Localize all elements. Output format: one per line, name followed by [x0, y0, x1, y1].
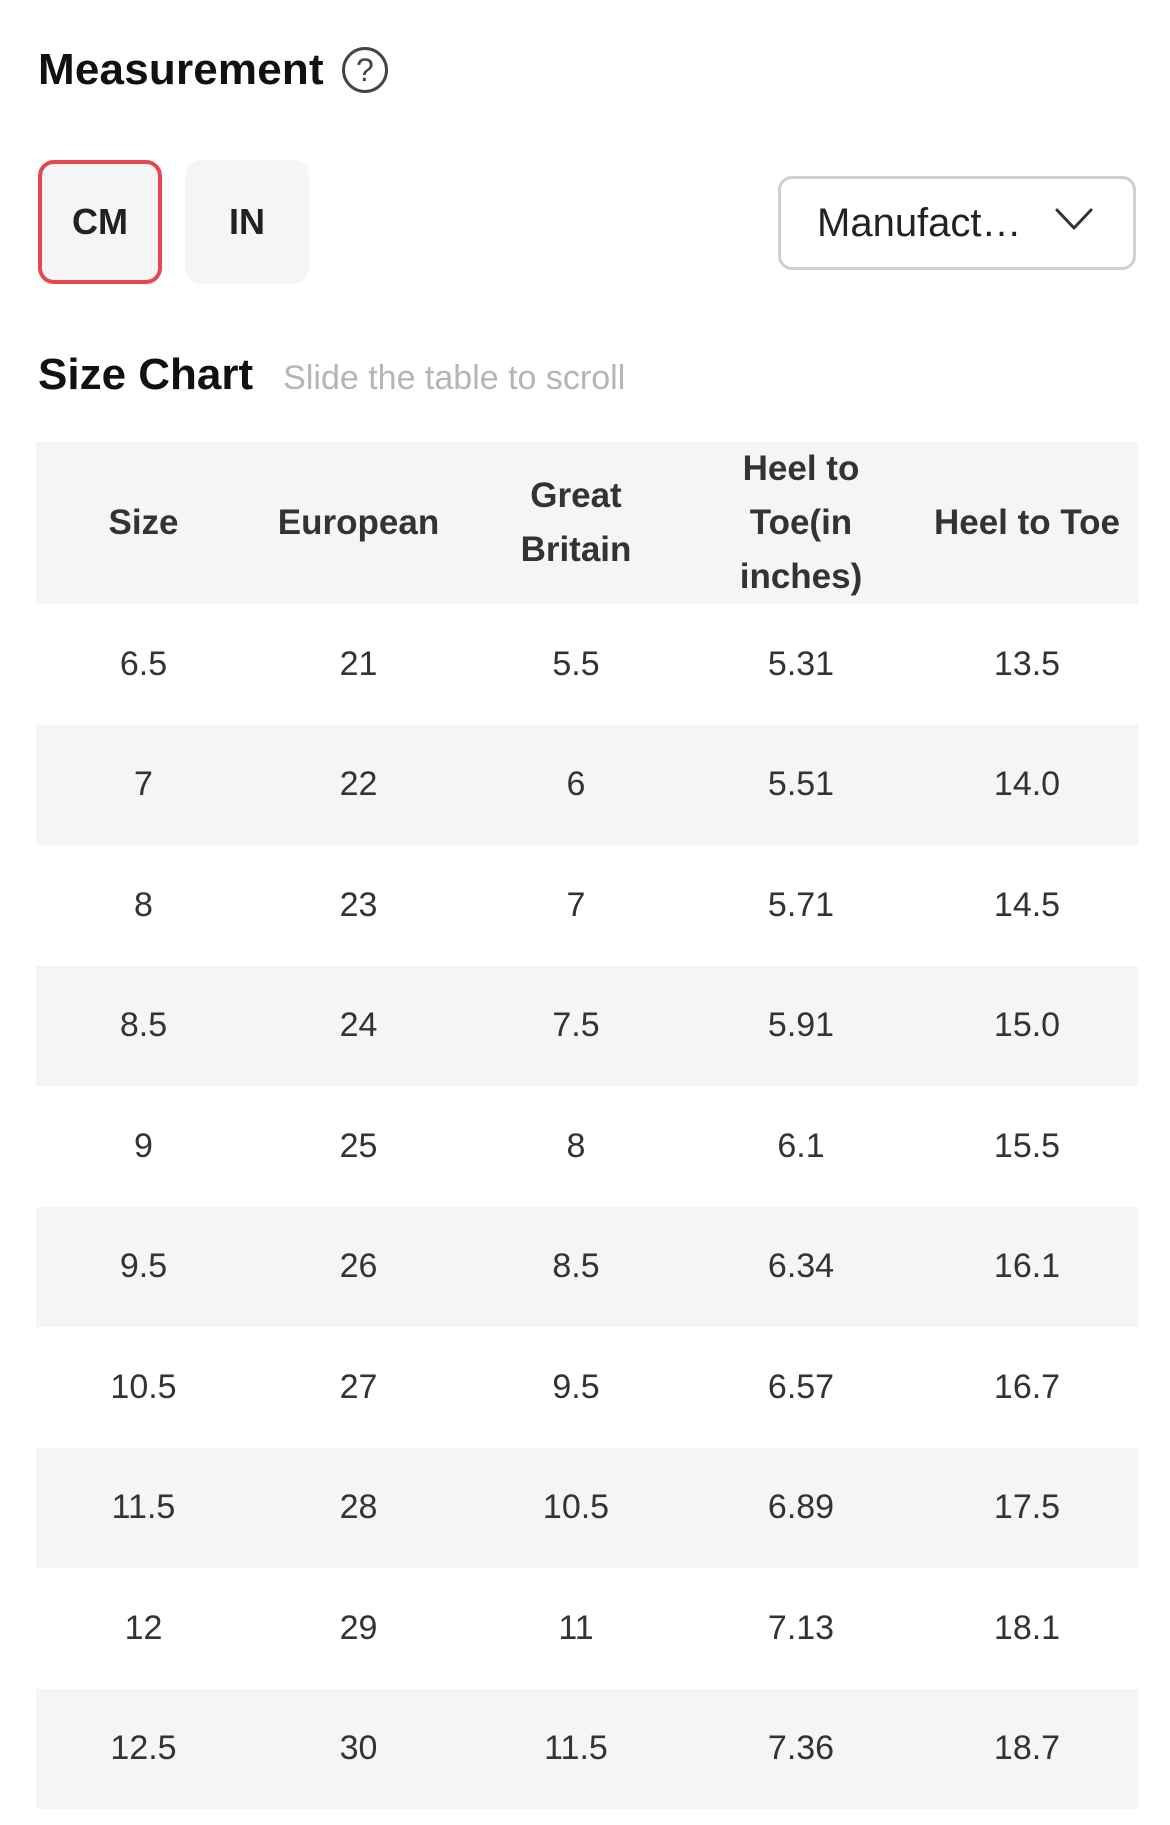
cell-european: 23	[339, 885, 378, 924]
cell-great-britain: 5.5	[552, 644, 600, 683]
cell-heel-to-toe-inches: 7.36	[767, 1729, 835, 1768]
cell-size: 8	[134, 885, 153, 924]
cell-european: 22	[339, 765, 378, 804]
cell-size: 12	[124, 1608, 163, 1647]
column-header-heel-to-toe-inches: Heel to Toe(in inches)	[739, 449, 863, 596]
sizing-standard-dropdown[interactable]: Manufact…	[778, 176, 1136, 270]
cell-size: 12.5	[110, 1729, 177, 1768]
column-header-heel-to-toe: Heel to Toe	[933, 503, 1121, 542]
cell-heel-to-toe: 14.5	[993, 885, 1061, 924]
cell-european: 21	[339, 644, 378, 683]
chevron-down-icon	[1055, 208, 1093, 230]
cell-heel-to-toe-inches: 6.1	[777, 1126, 825, 1165]
dropdown-value: Manufact…	[817, 200, 1022, 245]
cell-european: 28	[339, 1488, 378, 1527]
column-header-european: European	[277, 503, 440, 542]
cell-heel-to-toe-inches: 5.51	[767, 765, 835, 804]
cell-heel-to-toe: 18.1	[993, 1608, 1061, 1647]
question-circle-icon[interactable]: ?	[341, 47, 388, 93]
cell-size: 8.5	[119, 1006, 168, 1045]
cell-heel-to-toe-inches: 5.31	[767, 644, 835, 683]
column-header-great-britain: Great Britain	[520, 476, 632, 569]
size-chart-heading: Size Chart Slide the table to scroll	[38, 350, 625, 400]
table-row: 12.5 30 11.5 7.36 18.7	[36, 1688, 1138, 1809]
cell-great-britain: 7.5	[552, 1006, 600, 1045]
size-chart-title: Size Chart	[38, 350, 254, 399]
cell-heel-to-toe-inches: 5.91	[767, 1006, 835, 1045]
cell-heel-to-toe: 16.1	[993, 1247, 1061, 1286]
size-chart-table[interactable]: Size European Great Britain Heel to Toe(…	[36, 442, 1138, 1809]
cell-great-britain: 7	[566, 885, 586, 924]
unit-cm-button[interactable]: CM	[38, 160, 162, 284]
cell-european: 30	[339, 1729, 378, 1768]
table-row: 8 23 7 5.71 14.5	[36, 845, 1138, 966]
table-row: 9.5 26 8.5 6.34 16.1	[36, 1206, 1138, 1327]
cell-size: 9	[134, 1126, 153, 1165]
table-row: 6.5 21 5.5 5.31 13.5	[36, 604, 1138, 725]
cell-great-britain: 6	[566, 765, 586, 804]
table-header-row: Size European Great Britain Heel to Toe(…	[36, 442, 1138, 604]
cell-heel-to-toe: 13.5	[993, 644, 1061, 683]
measurement-title: Measurement	[38, 45, 324, 94]
cell-great-britain: 9.5	[552, 1367, 600, 1406]
scroll-hint: Slide the table to scroll	[283, 359, 626, 397]
cell-size: 7	[134, 765, 153, 804]
table-row: 7 22 6 5.51 14.0	[36, 724, 1138, 845]
cell-size: 9.5	[119, 1247, 168, 1286]
cell-great-britain: 11	[558, 1608, 594, 1647]
cell-heel-to-toe-inches: 6.34	[767, 1247, 835, 1286]
table-row: 10.5 27 9.5 6.57 16.7	[36, 1327, 1138, 1448]
cell-european: 29	[339, 1608, 378, 1647]
table-row: 9 25 8 6.1 15.5	[36, 1086, 1138, 1207]
cell-heel-to-toe-inches: 5.71	[767, 885, 835, 924]
cell-great-britain: 8	[566, 1126, 586, 1165]
cell-european: 25	[339, 1126, 378, 1165]
cell-size: 10.5	[110, 1367, 177, 1406]
table-body: 6.5 21 5.5 5.31 13.5 7 22 6 5.51 14.0 8 23 7 5.71 14.5…	[36, 604, 1138, 1809]
table-row: 11.5 28 10.5 6.89 17.5	[36, 1447, 1138, 1568]
cell-heel-to-toe-inches: 6.57	[767, 1367, 835, 1406]
cell-european: 24	[339, 1006, 378, 1045]
cell-heel-to-toe: 14.0	[993, 765, 1061, 804]
column-header-size: Size	[108, 503, 179, 542]
cell-european: 26	[339, 1247, 378, 1286]
cell-heel-to-toe: 17.5	[993, 1488, 1061, 1527]
cell-heel-to-toe-inches: 7.13	[767, 1608, 835, 1647]
unit-in-button[interactable]: IN	[185, 160, 309, 284]
cell-heel-to-toe: 15.5	[993, 1126, 1061, 1165]
cell-great-britain: 10.5	[542, 1488, 610, 1527]
measurement-header: Measurement ?	[38, 40, 388, 100]
cell-heel-to-toe: 16.7	[993, 1367, 1061, 1406]
cell-heel-to-toe: 15.0	[993, 1006, 1061, 1045]
table-row: 8.5 24 7.5 5.91 15.0	[36, 965, 1138, 1086]
cell-size: 11.5	[111, 1488, 176, 1527]
cell-size: 6.5	[119, 644, 168, 683]
table-row: 12 29 11 7.13 18.1	[36, 1568, 1138, 1689]
cell-heel-to-toe-inches: 6.89	[767, 1488, 835, 1527]
cell-great-britain: 8.5	[552, 1247, 600, 1286]
cell-european: 27	[339, 1367, 378, 1406]
cell-great-britain: 11.5	[544, 1729, 608, 1768]
cell-heel-to-toe: 18.7	[993, 1729, 1061, 1768]
